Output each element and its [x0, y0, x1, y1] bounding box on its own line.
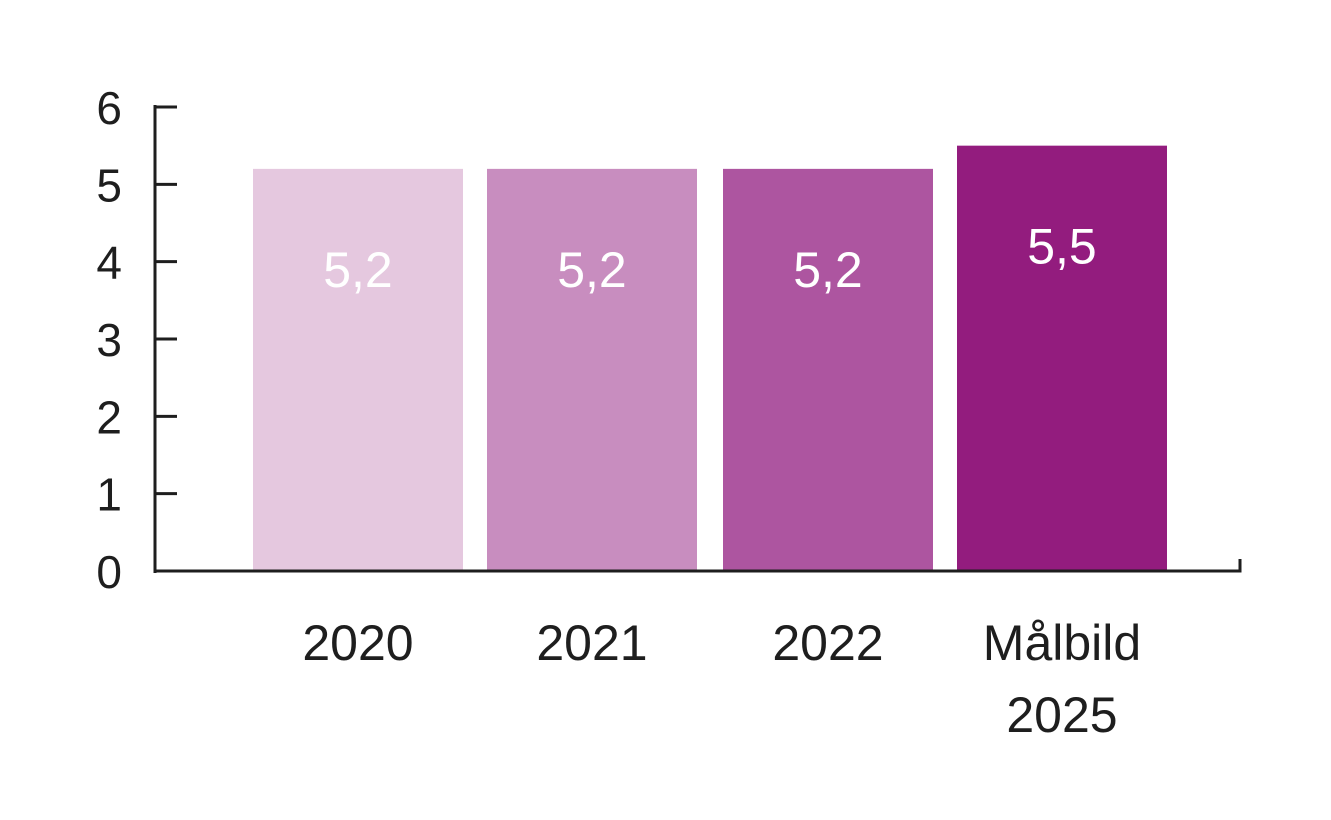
category-label-0-0: 2020	[302, 615, 413, 671]
bar-0	[253, 168, 463, 571]
bar-1	[487, 168, 697, 571]
bars-group	[253, 145, 1167, 571]
y-tick-label-3: 3	[96, 314, 122, 366]
y-tick-label-5: 5	[96, 159, 122, 211]
y-tick-label-2: 2	[96, 391, 122, 443]
category-label-1-0: 2021	[536, 615, 647, 671]
value-labels-group: 5,2 5,2 5,2 5,5	[323, 219, 1097, 298]
bar-2	[723, 168, 933, 571]
category-label-2-0: 2022	[772, 615, 883, 671]
category-label-3-0: Målbild	[983, 615, 1141, 671]
data-label-0: 5,2	[323, 242, 393, 298]
y-axis-ticks: 0 1 2 3 4 5 6	[96, 82, 177, 598]
data-label-2: 5,2	[793, 242, 863, 298]
y-tick-label-4: 4	[96, 237, 122, 289]
y-tick-label-1: 1	[96, 469, 122, 521]
bar-3	[957, 145, 1167, 571]
data-label-3: 5,5	[1027, 219, 1097, 275]
category-label-3-1: 2025	[1006, 687, 1117, 743]
y-tick-label-6: 6	[96, 82, 122, 134]
x-axis-labels: 2020 2021 2022 Målbild 2025	[302, 615, 1141, 743]
y-tick-label-0: 0	[96, 546, 122, 598]
data-label-1: 5,2	[557, 242, 627, 298]
